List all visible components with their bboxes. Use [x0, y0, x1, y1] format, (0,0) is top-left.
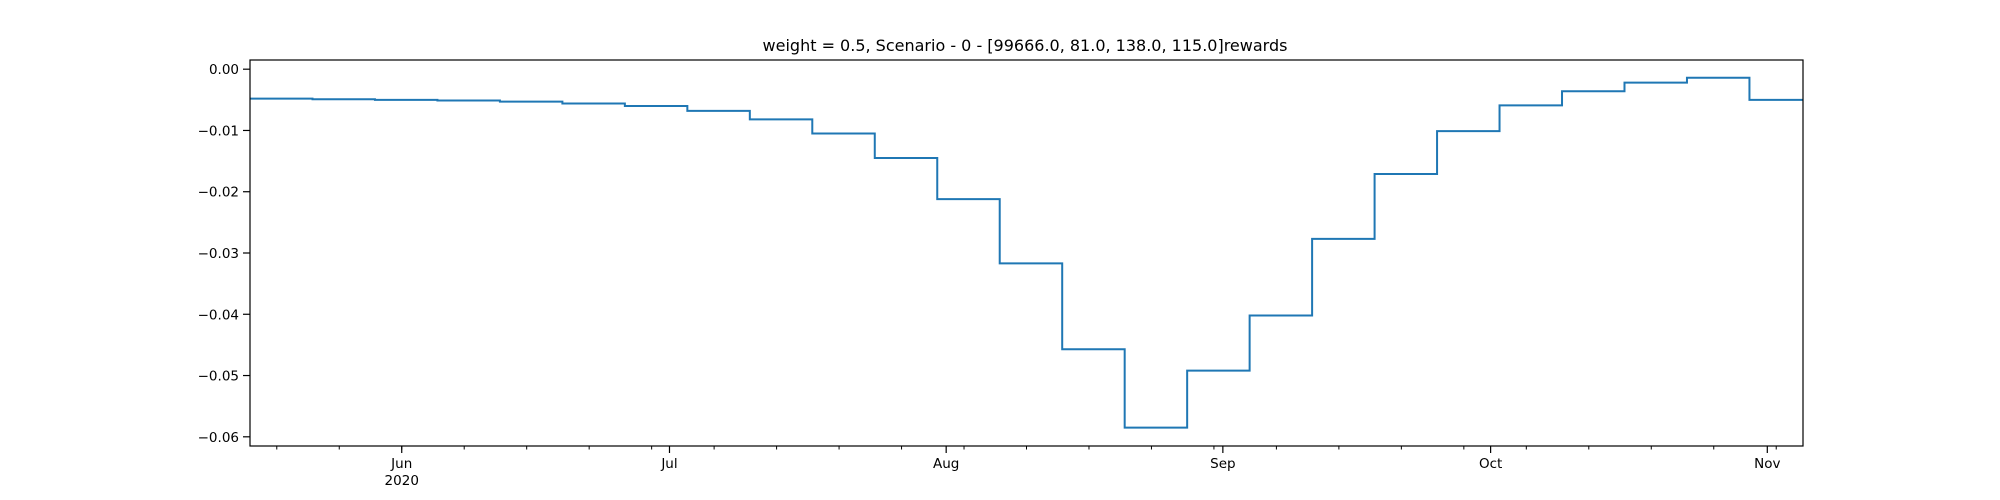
y-tick-label: −0.05	[198, 369, 239, 385]
x-tick-label: Nov	[1754, 456, 1780, 472]
x-tick-label: Sep	[1210, 456, 1235, 472]
y-tick-label: 0.00	[209, 62, 239, 78]
x-tick-label: Jul	[660, 456, 677, 472]
y-tick-label: −0.01	[198, 123, 239, 139]
series-line	[250, 76, 1803, 429]
plot-frame	[249, 59, 1804, 447]
y-tick-label: −0.06	[198, 430, 239, 446]
y-tick-label: −0.03	[198, 246, 239, 262]
chart-title: weight = 0.5, Scenario - 0 - [99666.0, 8…	[763, 36, 1288, 55]
x-tick-year-label: 2020	[385, 473, 419, 489]
x-tick-label: Jun	[390, 456, 412, 472]
y-tick-label: −0.02	[198, 185, 239, 201]
y-tick-label: −0.04	[198, 307, 239, 323]
x-tick-label: Aug	[933, 456, 959, 472]
y-axis-ticks: 0.00 −0.01 −0.02 −0.03 −0.04 −0.05 −0.06	[198, 62, 250, 446]
x-tick-label: Oct	[1479, 456, 1502, 472]
